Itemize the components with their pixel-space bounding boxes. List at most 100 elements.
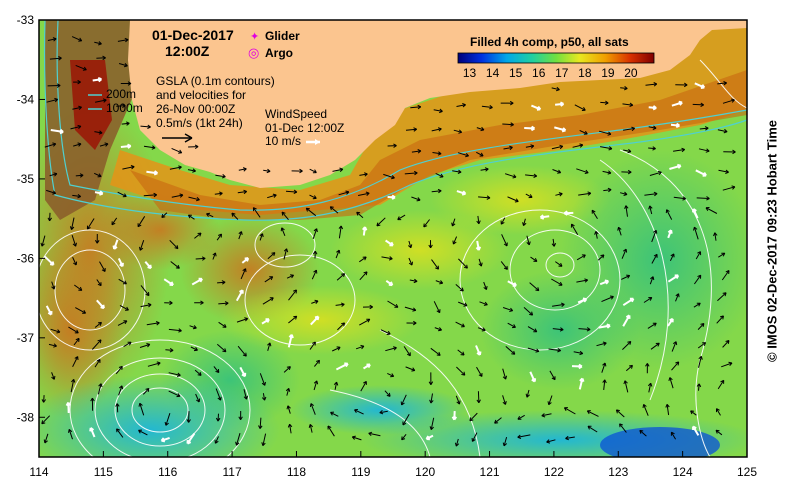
velocity-arrow <box>286 274 294 279</box>
velocity-arrow <box>478 196 491 199</box>
velocity-arrowhead <box>600 254 605 259</box>
velocity-arrow <box>147 362 161 367</box>
velocity-arrowhead <box>206 212 211 217</box>
velocity-arrow <box>650 342 660 350</box>
velocity-arrow <box>359 256 367 263</box>
velocity-arrow <box>469 412 478 422</box>
velocity-arrow <box>312 228 318 240</box>
velocity-arrowhead <box>351 435 356 440</box>
velocity-arrowhead <box>194 144 199 150</box>
velocity-arrowhead <box>563 210 568 216</box>
velocity-arrowhead <box>702 171 707 177</box>
velocity-arrowhead <box>476 399 481 404</box>
velocity-arrowhead <box>653 229 658 234</box>
velocity-arrowhead <box>286 366 291 371</box>
velocity-arrow <box>405 128 417 131</box>
glider-marker-icon: ✦ <box>250 31 259 43</box>
velocity-arrow <box>410 106 421 109</box>
velocity-arrowhead <box>653 191 658 197</box>
velocity-arrow <box>94 99 107 103</box>
velocity-arrowhead <box>363 271 368 276</box>
velocity-arrow <box>49 173 58 177</box>
velocity-arrowhead <box>125 121 130 126</box>
velocity-arrowhead <box>570 223 575 228</box>
velocity-arrowhead <box>665 403 670 408</box>
velocity-arrow <box>408 240 412 248</box>
velocity-arrowhead <box>476 351 482 356</box>
velocity-arrowhead <box>558 281 563 286</box>
velocity-arrowhead <box>47 311 53 316</box>
velocity-arrowhead <box>192 325 197 330</box>
velocity-arrow <box>651 254 658 264</box>
velocity-arrow <box>311 300 319 304</box>
velocity-arrow <box>139 240 145 251</box>
velocity-arrowhead <box>77 142 82 147</box>
velocity-arrowhead <box>460 351 465 356</box>
velocity-arrow <box>387 372 394 377</box>
velocity-arrow <box>565 436 575 439</box>
velocity-arrow <box>548 348 561 352</box>
velocity-arrowhead <box>309 403 315 407</box>
velocity-arrow <box>505 346 516 355</box>
velocity-arrowhead <box>96 359 101 364</box>
velocity-arrowhead <box>439 280 444 285</box>
velocity-arrowhead <box>293 189 298 195</box>
velocity-arrowhead <box>642 404 647 408</box>
velocity-arrow <box>68 429 73 440</box>
velocity-arrowhead <box>462 103 466 108</box>
velocity-arrowhead <box>469 417 474 422</box>
velocity-arrow <box>675 293 680 302</box>
colorbar-tick-label: 20 <box>624 66 638 80</box>
velocity-arrow <box>331 346 341 352</box>
velocity-arrow <box>338 191 350 196</box>
velocity-arrow <box>622 103 633 106</box>
velocity-arrow <box>452 170 462 173</box>
velocity-arrow <box>620 87 628 89</box>
velocity-arrowhead <box>731 185 736 190</box>
velocity-arrow <box>554 126 566 132</box>
velocity-arrowhead <box>74 356 79 361</box>
velocity-arrowhead <box>41 399 47 403</box>
velocity-arrow <box>71 36 82 42</box>
velocity-arrow <box>235 289 244 302</box>
velocity-arrow <box>546 439 556 443</box>
velocity-arrow <box>649 276 654 285</box>
velocity-arrowhead <box>555 86 560 92</box>
velocity-arrow <box>667 274 679 283</box>
velocity-arrowhead <box>368 431 373 437</box>
velocity-arrow <box>430 417 435 430</box>
velocity-arrow <box>618 227 622 236</box>
velocity-arrowhead <box>386 392 391 397</box>
velocity-arrow <box>481 105 493 108</box>
gsla-scale-arrow-icon <box>162 133 193 143</box>
velocity-arrow <box>670 431 677 440</box>
velocity-arrowhead <box>186 440 192 445</box>
velocity-arrow <box>267 252 276 260</box>
velocity-arrowhead <box>627 148 632 154</box>
velocity-arrow <box>483 281 487 290</box>
velocity-arrowhead <box>511 324 516 329</box>
velocity-arrow <box>50 129 64 133</box>
velocity-arrowhead <box>364 172 368 177</box>
velocity-arrow <box>72 256 77 266</box>
velocity-arrow <box>623 149 632 153</box>
velocity-arrowhead <box>369 304 373 310</box>
velocity-arrowhead <box>623 86 628 91</box>
velocity-arrowhead <box>728 361 733 367</box>
colorbar-tick-label: 15 <box>509 66 523 80</box>
velocity-arrowhead <box>629 297 635 303</box>
velocity-arrowhead <box>293 289 297 294</box>
velocity-arrow <box>309 168 317 174</box>
x-tick-label: 121 <box>480 465 500 479</box>
velocity-arrow <box>313 380 318 391</box>
velocity-arrowhead <box>675 361 680 366</box>
velocity-arrow <box>381 256 393 260</box>
y-tick-label: -34 <box>17 92 35 106</box>
velocity-arrowhead <box>77 124 82 130</box>
velocity-arrowhead <box>615 409 620 414</box>
velocity-arrowhead <box>582 297 588 303</box>
velocity-arrow <box>401 433 407 441</box>
velocity-arrow <box>96 279 102 286</box>
velocity-arrowhead <box>130 165 135 170</box>
x-axis: 114 115 116 117 118 119 120 121 122 123 124 125 <box>29 451 757 479</box>
